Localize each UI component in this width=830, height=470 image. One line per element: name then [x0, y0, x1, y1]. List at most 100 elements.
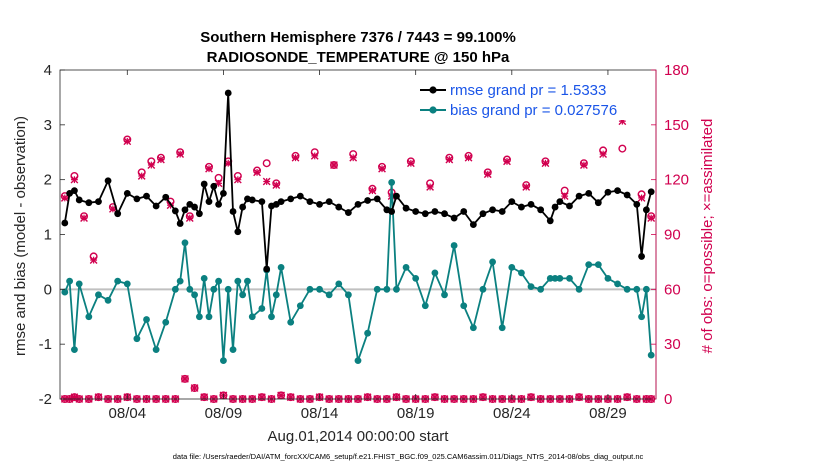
bias-point	[623, 285, 631, 293]
rmse-point	[479, 210, 487, 218]
y-left-tick-label: -1	[39, 336, 52, 353]
legend-bias-marker	[429, 106, 437, 114]
rmse-point	[239, 203, 247, 211]
bias-point	[527, 283, 535, 290]
obs-assimilated-marker	[233, 175, 242, 184]
rmse-point	[248, 196, 256, 204]
obs-assimilated-marker	[147, 161, 156, 169]
rmse-point	[441, 210, 448, 218]
obs-low-assimilated-marker	[286, 393, 295, 402]
bias-point	[71, 346, 78, 354]
bias-point	[268, 313, 275, 321]
rmse-point	[421, 210, 429, 218]
bias-point	[604, 274, 612, 282]
rmse-point	[546, 217, 554, 225]
bias-point	[191, 291, 198, 299]
rmse-point	[215, 200, 223, 208]
rmse-point	[61, 219, 69, 227]
obs-assimilated-marker	[157, 155, 165, 164]
bias-point	[61, 288, 69, 296]
bias-point	[152, 346, 160, 354]
x-tick-label: 08/09	[205, 405, 243, 422]
x-tick-label: 08/24	[493, 405, 531, 422]
obs-assimilated-marker	[253, 168, 261, 177]
bias-point	[296, 302, 304, 310]
rmse-point	[200, 180, 208, 188]
obs-assimilated-marker	[70, 175, 79, 184]
obs-low-assimilated-marker	[181, 374, 189, 383]
rmse-point	[412, 208, 420, 215]
rmse-series	[61, 89, 655, 273]
rmse-point	[162, 193, 170, 201]
y-left-tick-label: 2	[44, 172, 52, 189]
rmse-point	[191, 203, 198, 211]
rmse-point	[402, 204, 410, 212]
bias-point	[344, 291, 352, 299]
bias-point	[354, 357, 362, 365]
y-left-tick-label: 3	[44, 117, 52, 134]
rmse-point	[566, 202, 573, 210]
rmse-point	[325, 198, 333, 206]
bias-point	[316, 285, 323, 293]
rmse-point	[143, 192, 150, 200]
rmse-point	[205, 198, 213, 206]
bias-point	[537, 285, 545, 293]
bias-point	[469, 324, 477, 332]
y-right-tick-label: 180	[664, 62, 689, 79]
rmse-point	[296, 192, 304, 200]
bias-point	[383, 285, 391, 293]
y-axis-left-label: rmse and bias (model - observation)	[12, 116, 29, 356]
bias-point	[181, 239, 189, 247]
x-tick-label: 08/04	[109, 405, 147, 422]
rmse-point	[551, 203, 559, 211]
bias-point	[258, 305, 266, 312]
rmse-point	[585, 189, 593, 197]
obs-assimilated-marker	[445, 155, 454, 164]
obs-assimilated-marker	[647, 214, 656, 222]
bias-point	[162, 318, 170, 326]
y-left-tick-label: 1	[44, 227, 52, 244]
obs-low-assimilated-marker	[623, 393, 632, 402]
obs-assimilated-marker	[330, 161, 338, 169]
obs-assimilated-marker	[60, 194, 69, 202]
bias-point	[460, 302, 468, 310]
bias-point	[224, 285, 232, 293]
obs-low-assimilated-marker	[257, 393, 266, 402]
obs-low-assimilated-marker	[575, 393, 583, 402]
obs-assimilated-marker	[185, 214, 194, 222]
rmse-point	[604, 188, 612, 196]
rmse-point	[388, 208, 396, 215]
bias-point	[642, 285, 650, 293]
bias-point	[518, 269, 525, 277]
data-file-footnote: data file: /Users/raeder/DAI/ATM_forcXX/…	[173, 452, 644, 461]
bias-point	[638, 313, 645, 321]
bias-point	[335, 280, 343, 288]
bias-point	[566, 274, 573, 282]
rmse-point	[537, 206, 545, 214]
rmse-point	[71, 187, 78, 195]
bias-point	[143, 316, 150, 323]
obs-low-assimilated-marker	[94, 393, 103, 402]
bias-point	[215, 277, 223, 285]
y-right-tick-label: 60	[664, 281, 681, 298]
bias-point	[114, 277, 122, 285]
bias-point	[248, 313, 256, 321]
chart-title-line2: RADIOSONDE_TEMPERATURE @ 150 hPa	[207, 49, 510, 66]
rmse-point	[104, 177, 112, 185]
obs-assimilated-marker	[378, 164, 386, 173]
y-right-tick-label: 150	[664, 117, 689, 134]
rmse-point	[171, 207, 179, 215]
obs-assimilated-marker	[503, 157, 511, 166]
x-tick-label: 08/14	[301, 405, 339, 422]
rmse-point	[85, 199, 93, 207]
rmse-point	[373, 195, 381, 203]
bias-point	[272, 291, 280, 299]
legend-bias-label: bias grand pr = 0.027576	[450, 102, 617, 119]
rmse-point	[220, 189, 227, 197]
rmse-point	[224, 89, 232, 97]
plot-area	[60, 70, 656, 399]
bias-point	[546, 274, 554, 282]
obs-assimilated-marker	[368, 186, 377, 195]
rmse-point	[354, 200, 362, 208]
bias-point	[176, 277, 184, 285]
